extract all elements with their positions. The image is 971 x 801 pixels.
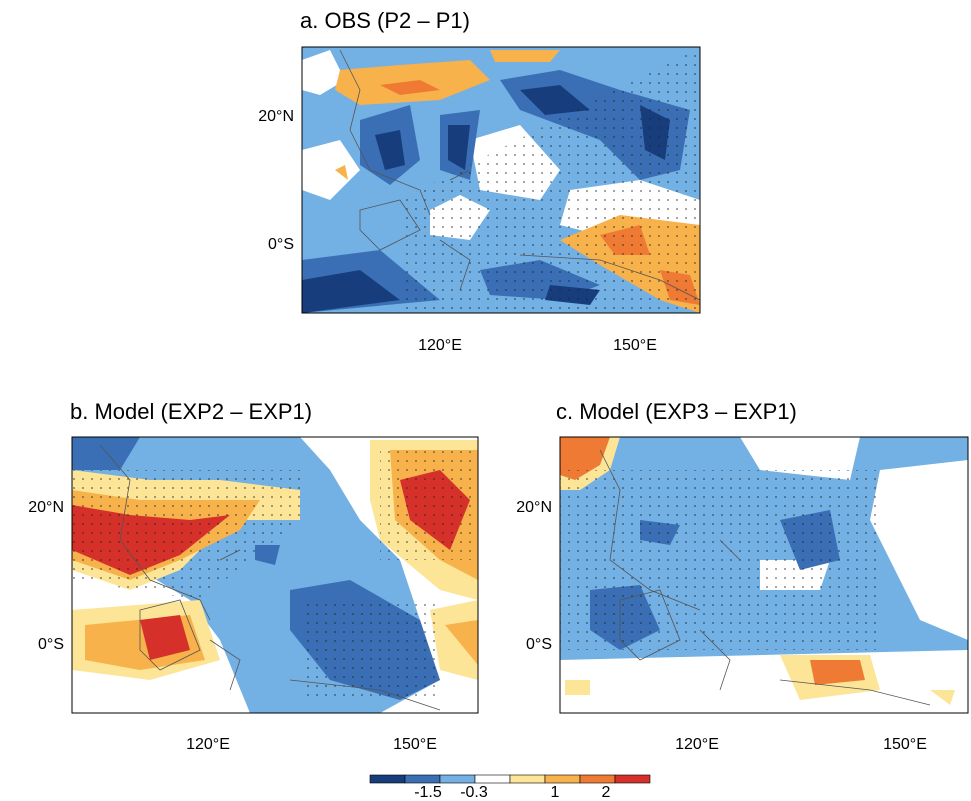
x-tick-label: 120°E <box>418 337 462 354</box>
colorbar-label: 1 <box>551 784 560 801</box>
panel-title: a. OBS (P2 – P1) <box>300 8 470 33</box>
contour <box>560 437 865 685</box>
panel-c-map <box>560 437 968 713</box>
colorbar-cell <box>474 774 511 784</box>
x-tick-label: 150°E <box>393 736 437 753</box>
colorbar-label: -0.3 <box>460 784 488 801</box>
colorbar-label: -1.5 <box>414 784 442 801</box>
y-tick-label: 20°N <box>258 108 294 125</box>
x-tick-label: 120°E <box>675 736 719 753</box>
colorbar-cell <box>509 774 546 784</box>
colorbar-cell <box>439 774 476 784</box>
y-tick-label: 20°N <box>516 499 552 516</box>
panel-title: c. Model (EXP3 – EXP1) <box>556 399 797 424</box>
y-tick-label: 0°S <box>526 636 552 653</box>
panel-b-map <box>72 437 478 713</box>
colorbar-cell <box>614 774 651 784</box>
colorbar-label: 2 <box>602 784 611 801</box>
colorbar-cell <box>544 774 581 784</box>
colorbar: -1.5 -0.3 1 2 <box>369 774 651 801</box>
y-tick-label: 0°S <box>38 636 64 653</box>
x-tick-label: 150°E <box>613 337 657 354</box>
panel-a-map <box>302 47 700 313</box>
y-tick-label: 20°N <box>28 499 64 516</box>
colorbar-cell <box>369 774 406 784</box>
contour <box>302 85 670 313</box>
y-tick-label: 0°S <box>268 236 294 253</box>
colorbar-cell <box>404 774 441 784</box>
panel-title: b. Model (EXP2 – EXP1) <box>70 399 312 424</box>
x-tick-label: 150°E <box>883 736 927 753</box>
colorbar-cell <box>579 774 616 784</box>
x-tick-label: 120°E <box>186 736 230 753</box>
